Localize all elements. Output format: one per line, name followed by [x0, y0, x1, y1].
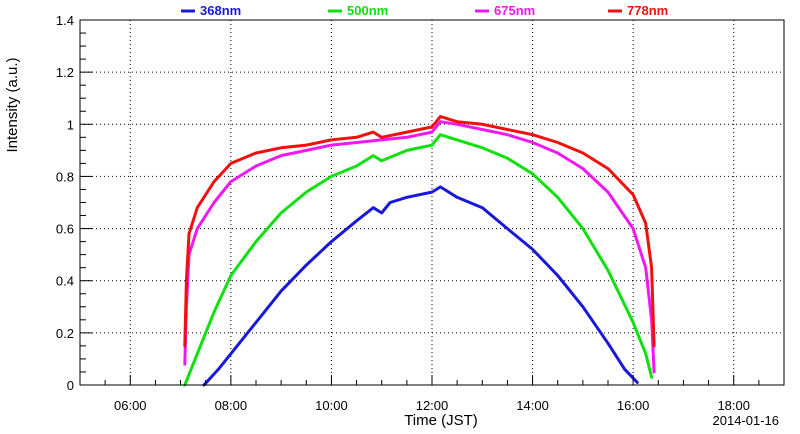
x-tick-label: 10:00 — [315, 398, 348, 413]
legend: 368nm 500nm 675nm 778nm — [181, 3, 668, 18]
y-tick-label: 1.4 — [56, 13, 74, 28]
legend-label-778nm: 778nm — [627, 3, 668, 18]
y-tick-label: 0 — [67, 378, 74, 393]
legend-label-368nm: 368nm — [200, 3, 241, 18]
series-line-368nm — [202, 185, 639, 387]
y-tick-label: 0.8 — [56, 169, 74, 184]
legend-label-675nm: 675nm — [494, 3, 535, 18]
series-line-675nm — [183, 120, 656, 374]
x-tick-label: 06:00 — [114, 398, 147, 413]
date-label: 2014-01-16 — [713, 413, 780, 428]
x-tick-label: 08:00 — [215, 398, 248, 413]
ticks — [79, 19, 785, 386]
y-tick-label: 0.4 — [56, 274, 74, 289]
x-tick-label: 14:00 — [516, 398, 549, 413]
grid — [80, 20, 784, 385]
tick-labels: 06:00 08:00 10:00 12:00 14:00 16:00 18:00 0 0.2 0… — [56, 13, 750, 413]
series-line-778nm — [183, 115, 656, 348]
x-axis-title: Time (JST) — [404, 412, 478, 429]
x-tick-label: 12:00 — [416, 398, 449, 413]
x-tick-label: 16:00 — [617, 398, 650, 413]
legend-label-500nm: 500nm — [347, 3, 388, 18]
y-tick-label: 0.2 — [56, 326, 74, 341]
y-tick-label: 1.2 — [56, 65, 74, 80]
series-layer — [183, 115, 656, 387]
x-tick-label: 18:00 — [717, 398, 750, 413]
series-line-500nm — [183, 133, 654, 387]
y-tick-label: 1 — [67, 117, 74, 132]
y-tick-label: 0.6 — [56, 222, 74, 237]
y-axis-title: Intensity (a.u.) — [4, 57, 21, 152]
